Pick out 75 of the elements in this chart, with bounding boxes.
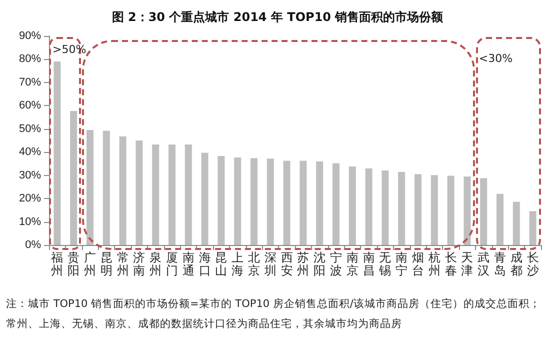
x-tick-label: 深圳 xyxy=(263,250,276,278)
x-tick-label: 沈阳 xyxy=(314,250,326,278)
x-tick-label: 南通 xyxy=(182,250,194,278)
bar xyxy=(152,144,160,245)
text: 常州、上海、无锡、南京、成都的数据统计口径为商品住宅，其余城市均为商品房 xyxy=(6,317,402,331)
y-tick-label: 50% xyxy=(18,122,42,135)
bar xyxy=(234,157,242,245)
x-tick-label: 昆山 xyxy=(215,250,228,278)
x-tick-label: 常州 xyxy=(116,250,129,278)
x-tick-label: 济南 xyxy=(133,250,146,278)
bar xyxy=(382,170,389,245)
y-tick-label: 10% xyxy=(18,216,42,228)
x-tick-label: 青岛 xyxy=(494,250,506,278)
bar xyxy=(464,176,471,245)
bar xyxy=(168,144,176,245)
y-tick-label: 20% xyxy=(18,192,42,205)
y-tick-label: 90% xyxy=(18,30,42,42)
bar xyxy=(102,130,110,245)
bar xyxy=(86,130,94,245)
x-tick-label: 南京 xyxy=(346,250,358,278)
x-tick-label: 贵阳 xyxy=(68,250,80,278)
x-tick-label: 西安 xyxy=(280,250,293,278)
y-tick-label: 70% xyxy=(18,76,42,88)
x-tick-label: 长沙 xyxy=(526,250,539,278)
chart-title: 图 2：30 个重点城市 2014 年 TOP10 销售面积的市场份额 xyxy=(112,10,444,24)
bar xyxy=(529,211,536,245)
bar xyxy=(266,158,274,245)
bar xyxy=(398,172,406,245)
x-tick-label: 烟台 xyxy=(412,250,424,278)
bar xyxy=(430,175,438,245)
x-tick-label: 天津 xyxy=(461,250,474,278)
x-tick-label: 昆明 xyxy=(100,250,112,278)
bar xyxy=(414,174,422,245)
bar xyxy=(316,161,324,245)
text: 注：城市 TOP10 销售面积的市场份额=某市的 TOP10 房企销售总面积/该城市商品房（住宅）的成交总面积； xyxy=(6,297,540,311)
bar xyxy=(201,152,208,245)
bar xyxy=(512,202,520,245)
x-tick-label: 北京 xyxy=(248,250,260,278)
bar xyxy=(54,62,61,245)
x-tick-label: 海口 xyxy=(198,250,211,278)
x-tick-label: 广州 xyxy=(84,250,96,278)
bar xyxy=(300,160,307,245)
x-tick-label: 宁波 xyxy=(330,250,342,278)
x-tick-label: 南宁 xyxy=(396,250,408,278)
x-tick-label: 杭州 xyxy=(427,250,440,278)
x-tick-label: 长春 xyxy=(444,250,457,278)
y-tick-label: 80% xyxy=(18,53,42,66)
x-tick-label: 武汉 xyxy=(478,250,490,278)
bar xyxy=(184,144,192,245)
bar xyxy=(283,160,290,245)
bar xyxy=(365,168,372,245)
x-tick-label: 厦门 xyxy=(166,250,178,278)
annotation: >50% xyxy=(52,43,86,56)
bar xyxy=(218,156,225,245)
bar xyxy=(496,194,504,245)
bar xyxy=(348,166,356,245)
bar xyxy=(70,111,78,245)
bar xyxy=(136,140,143,245)
bar xyxy=(250,158,258,245)
bar xyxy=(119,136,126,245)
y-tick-label: 0% xyxy=(25,239,42,251)
y-tick-label: 60% xyxy=(18,100,42,112)
x-tick-label: 南昌 xyxy=(362,250,375,278)
x-tick-label: 苏州 xyxy=(297,250,310,278)
annotation: <30% xyxy=(478,52,513,65)
bar xyxy=(332,163,340,245)
y-tick-label: 30% xyxy=(18,169,42,182)
x-tick-label: 成都 xyxy=(510,250,522,278)
y-tick-label: 40% xyxy=(18,146,42,158)
bar xyxy=(447,176,454,245)
x-tick-label: 无锡 xyxy=(378,250,392,278)
x-tick-label: 泉州 xyxy=(150,250,162,278)
x-tick-label: 上海 xyxy=(232,250,244,278)
x-tick-label: 福州 xyxy=(51,250,64,278)
bar xyxy=(480,178,488,245)
